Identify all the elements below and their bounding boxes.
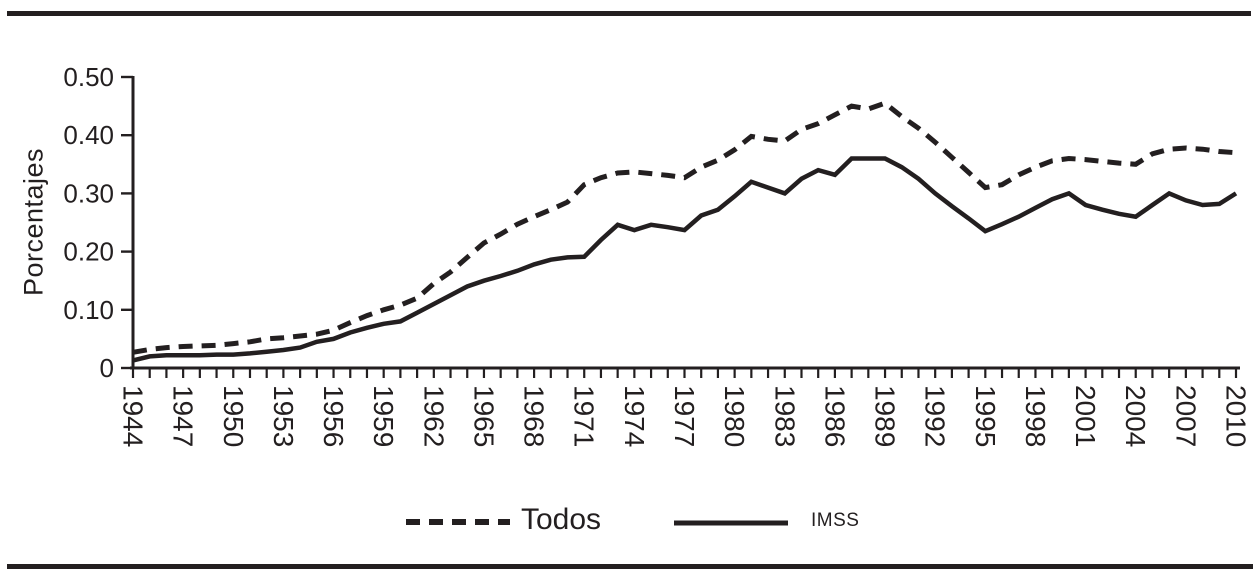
x-tick-label: 1989 [870,385,901,447]
x-tick-label: 1968 [519,385,550,447]
x-tick-label: 1995 [970,385,1001,447]
x-tick-label: 1998 [1020,385,1051,447]
x-tick-label: 2010 [1221,385,1252,447]
x-tick-label: 1956 [318,385,349,447]
legend-label-imss: IMSS [811,510,860,531]
y-tick-label: 0.10 [63,295,114,325]
x-tick-label: 1962 [418,385,449,447]
x-tick-label: 1947 [168,385,199,447]
x-tick-label: 2004 [1120,385,1151,447]
x-tick-label: 1983 [769,385,800,447]
x-tick-label: 1959 [368,385,399,447]
x-tick-label: 1977 [669,385,700,447]
y-tick-label: 0.50 [63,62,114,92]
y-axis-title: Porcentajes [18,147,49,297]
x-tick-label: 1944 [118,385,149,447]
series-line-imss [132,156,1238,363]
x-tick-label: 1986 [819,385,850,447]
y-tick-label: 0.20 [63,237,114,267]
x-tick-label: 1980 [719,385,750,447]
y-tick-label: 0.40 [63,120,114,150]
x-tick-label: 1965 [468,385,499,447]
bottom-rule [7,564,1253,569]
y-tick-label: 0.30 [63,178,114,208]
x-tick-label: 2001 [1070,385,1101,447]
series-line-todos [132,100,1237,355]
x-tick-label: 1974 [619,385,650,447]
x-tick-label: 1992 [920,385,951,447]
x-tick-label: 1950 [218,385,249,447]
x-tick-label: 2007 [1170,385,1201,447]
y-tick-label: 0 [100,353,114,383]
legend-dashed-sample [406,519,510,525]
x-tick-label: 1953 [268,385,299,447]
x-tick-label: 1971 [569,385,600,447]
legend-label-todos: Todos [521,503,602,536]
legend-solid-sample [674,520,788,526]
top-rule [7,11,1251,16]
